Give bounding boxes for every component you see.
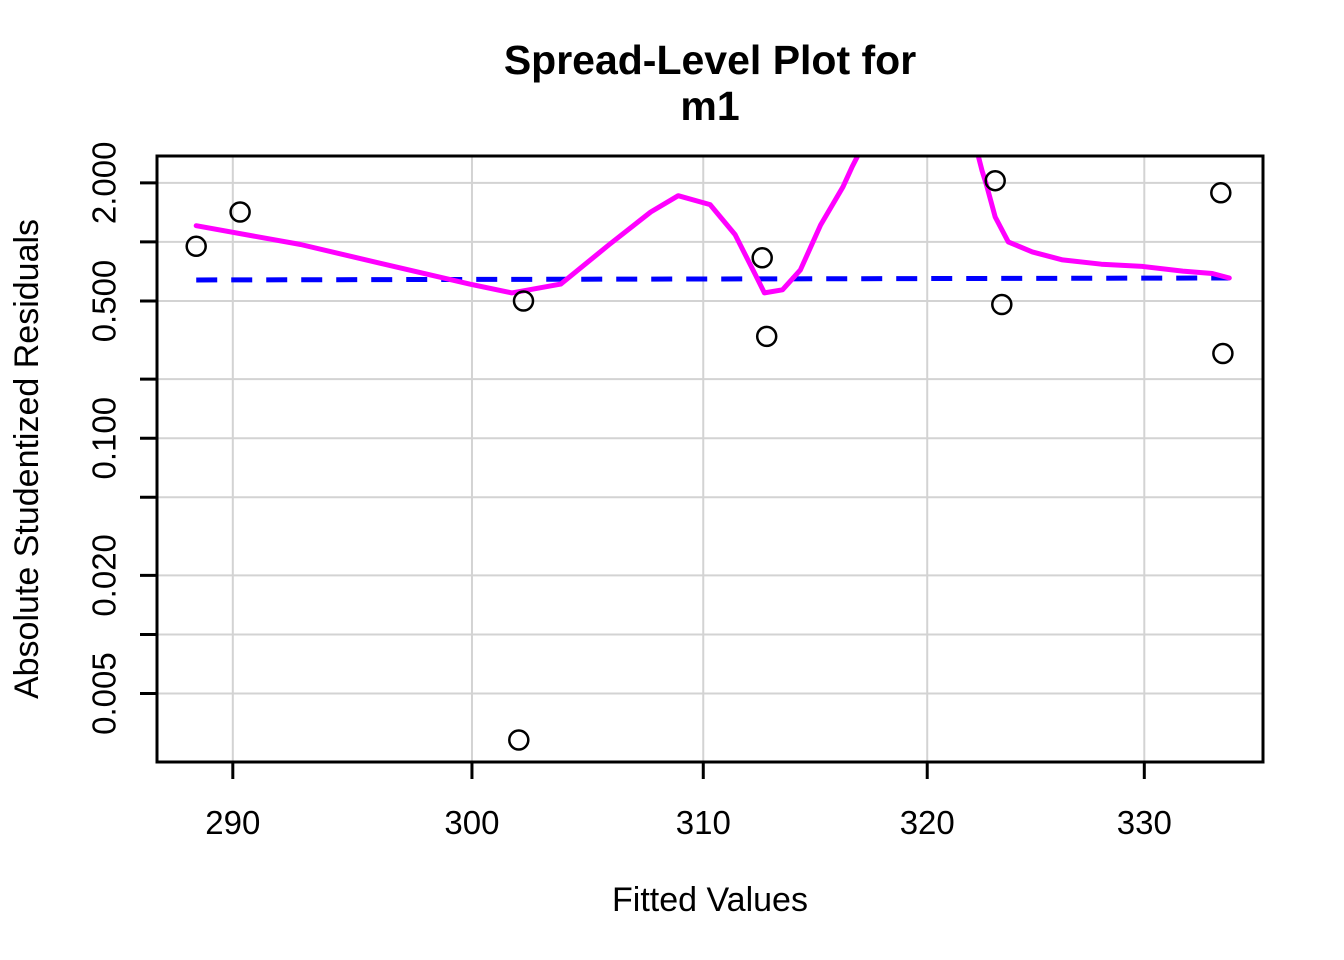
data-point <box>229 201 251 223</box>
x-axis-label: Fitted Values <box>612 881 808 919</box>
smooth-curve <box>193 156 861 296</box>
data-point <box>991 293 1013 316</box>
data-point <box>751 247 773 269</box>
data-point <box>185 235 207 258</box>
x-tick-label: 300 <box>444 804 499 841</box>
plot-border <box>155 154 1265 764</box>
x-tick-label: 290 <box>205 804 260 841</box>
x-tick-label: 320 <box>900 804 955 841</box>
y-tick-label: 0.020 <box>86 534 123 617</box>
y-axis-label: Absolute Studentized Residuals <box>8 219 46 699</box>
data-layer <box>185 156 1234 751</box>
grid-layer <box>157 156 1263 762</box>
y-tick-label: 2.000 <box>86 142 123 225</box>
y-tick-label: 0.500 <box>86 260 123 343</box>
x-tick-label: 310 <box>676 804 731 841</box>
data-point <box>512 290 535 312</box>
chart-subtitle: m1 <box>680 83 739 129</box>
chart-title: Spread-Level Plot for <box>504 37 916 83</box>
y-tick-label: 0.005 <box>86 652 123 735</box>
data-point <box>984 169 1006 192</box>
x-tick-label: 330 <box>1117 804 1172 841</box>
smooth-curve <box>975 156 1232 281</box>
data-point <box>1212 342 1234 365</box>
data-point <box>1210 182 1232 204</box>
y-tick-label: 0.100 <box>86 397 123 480</box>
axis-layer: 290 300 310 320 330 2.000 0.500 0.100 0.020 0.005 <box>86 142 1172 841</box>
data-point <box>508 729 530 751</box>
fit-line <box>196 275 1230 283</box>
data-point <box>755 325 778 348</box>
